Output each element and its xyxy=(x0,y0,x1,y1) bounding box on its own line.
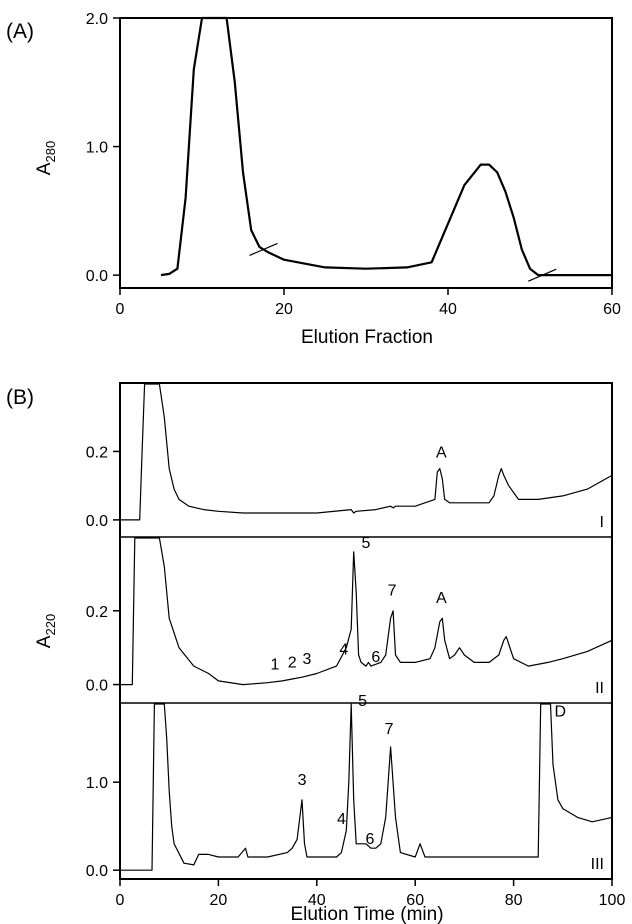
panel-a-x-tick-label: 0 xyxy=(116,301,125,318)
panel-a-plot xyxy=(160,16,612,282)
panel-b-x-tick-label: 0 xyxy=(116,892,125,909)
peak-label: 4 xyxy=(337,811,346,828)
peak-label: 4 xyxy=(339,642,348,659)
svg-text:A280: A280 xyxy=(34,141,58,175)
panel-a-cut-mark xyxy=(528,268,557,282)
panel-b-x-tick-label: 100 xyxy=(599,892,626,909)
panel-b-y-tick-label: 0.0 xyxy=(86,513,108,530)
panel-a-y-axis-title-main: A xyxy=(34,162,55,175)
panel-a: (A) Elution Fraction A280 0 20 40 60 0.0 1.0 2… xyxy=(6,11,621,348)
peak-label: 7 xyxy=(385,721,394,738)
panel-a-y-tick-label: 1.0 xyxy=(86,140,108,157)
peak-label: A xyxy=(436,590,447,607)
panel-a-series-line xyxy=(160,16,612,277)
panel-b-x-tick-label: 40 xyxy=(308,892,326,909)
panel-b-label: (B) xyxy=(6,386,34,409)
peak-label: 3 xyxy=(303,651,312,668)
panel-b: (B) Elution Time (min) A220 0 20 40 60 80 100… xyxy=(6,382,626,924)
peak-label: A xyxy=(436,445,447,462)
peak-label: 2 xyxy=(288,655,297,672)
svg-text:A220: A220 xyxy=(34,614,58,648)
panel-a-x-tick-label: 20 xyxy=(275,301,293,318)
panel-b-x-tick-label: 80 xyxy=(505,892,523,909)
panel-b-trace-label: I xyxy=(600,514,604,531)
panel-b-y-tick-label: 0.2 xyxy=(86,444,108,461)
peak-label: 5 xyxy=(362,535,371,552)
panel-b-ticks: 0 20 40 60 80 100 0.0 0.2 0.0 0.2 0.0 1.0 xyxy=(86,444,626,909)
panel-b-y-axis-title-main: A xyxy=(34,635,55,648)
panel-a-x-axis-title: Elution Fraction xyxy=(301,327,433,348)
panel-b-x-tick-label: 20 xyxy=(210,892,228,909)
peak-label: 6 xyxy=(371,649,380,666)
peak-label: 1 xyxy=(271,656,280,673)
panel-a-cut-mark xyxy=(249,242,278,256)
panel-b-y-axis-title-sub: 220 xyxy=(43,614,58,636)
panel-a-x-tick-label: 60 xyxy=(603,301,621,318)
panel-a-ticks: 0 20 40 60 0.0 1.0 2.0 xyxy=(86,11,621,318)
panel-b-y-tick-label: 1.0 xyxy=(86,775,108,792)
peak-label: 7 xyxy=(388,583,397,600)
panel-b-y-tick-label: 0.0 xyxy=(86,863,108,880)
panel-a-y-axis-title-sub: 280 xyxy=(43,141,58,163)
panel-b-y-tick-label: 0.2 xyxy=(86,604,108,621)
panel-b-y-axis-title: A220 xyxy=(34,614,58,648)
panel-b-frame xyxy=(119,382,613,880)
panel-b-x-axis-title: Elution Time (min) xyxy=(290,904,443,924)
peak-label: D xyxy=(555,704,567,721)
panel-b-trace-label: II xyxy=(595,680,604,697)
panel-b-trace-i xyxy=(120,383,613,521)
panel-a-frame xyxy=(119,17,613,289)
panel-a-y-tick-label: 2.0 xyxy=(86,11,108,28)
panel-a-y-tick-label: 0.0 xyxy=(86,268,108,285)
panel-b-trace-label: III xyxy=(591,856,604,873)
peak-label: 5 xyxy=(358,693,367,710)
peak-label: 3 xyxy=(298,772,307,789)
panel-a-y-axis-title: A280 xyxy=(34,141,58,175)
panel-b-x-tick-label: 60 xyxy=(406,892,424,909)
panel-b-trace-ii xyxy=(120,537,613,686)
panel-a-x-tick-label: 40 xyxy=(439,301,457,318)
panel-a-label: (A) xyxy=(6,20,34,43)
peak-label: 6 xyxy=(365,831,374,848)
panel-b-trace-iii xyxy=(120,703,613,871)
panel-b-y-tick-label: 0.0 xyxy=(86,678,108,695)
